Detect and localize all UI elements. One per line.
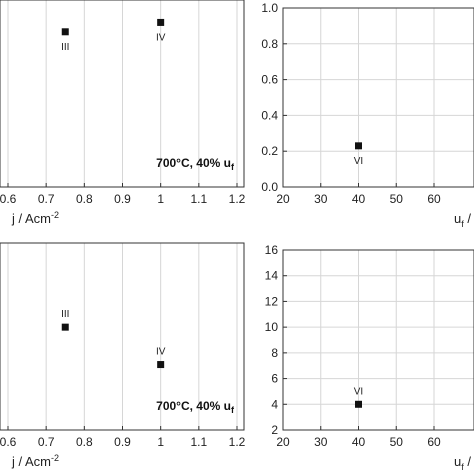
x-tick-label: 20 bbox=[276, 435, 290, 449]
y-tick-label: 1.0 bbox=[261, 1, 278, 15]
y-tick-label: 14 bbox=[265, 269, 279, 283]
data-point-iv bbox=[157, 18, 165, 26]
data-point-iii bbox=[61, 28, 69, 36]
y-tick-label: 2 bbox=[271, 423, 278, 437]
y-tick-label: 0.2 bbox=[261, 144, 278, 158]
panel-top-right: 20 30 40 50 60 0.0 0.2 0.4 0.6 0.8 1.0 uf / VI bbox=[261, 1, 474, 229]
y-tick-label: 0.4 bbox=[261, 108, 278, 122]
data-point-iii bbox=[61, 323, 69, 331]
x-tick-label: 60 bbox=[427, 435, 441, 449]
x-axis-title: uf / bbox=[454, 211, 471, 229]
x-tick-label: 0.8 bbox=[76, 435, 93, 449]
x-tick-label: 1.1 bbox=[190, 435, 207, 449]
x-tick-label: 0.7 bbox=[38, 435, 55, 449]
x-tick-label: 40 bbox=[352, 192, 366, 206]
y-tick-label: 8 bbox=[271, 346, 278, 360]
data-point-iv bbox=[157, 361, 165, 369]
x-tick-label: 40 bbox=[352, 435, 366, 449]
x-tick-label: 0.6 bbox=[0, 192, 17, 206]
y-tick-label: 6 bbox=[271, 372, 278, 386]
y-tick-label: 16 bbox=[265, 243, 279, 257]
point-label: VI bbox=[354, 156, 363, 167]
x-tick-label: 0.6 bbox=[0, 435, 17, 449]
x-tick-label: 1.1 bbox=[190, 192, 207, 206]
x-tick-label: 50 bbox=[390, 192, 404, 206]
y-tick-label: 0.8 bbox=[261, 37, 278, 51]
data-point-vi bbox=[355, 400, 362, 408]
y-tick-label: 4 bbox=[271, 397, 278, 411]
condition-annotation: 700°C, 40% uf bbox=[156, 399, 235, 415]
x-tick-label: 30 bbox=[314, 192, 328, 206]
x-tick-label: 1.2 bbox=[229, 435, 246, 449]
point-label: III bbox=[61, 42, 69, 53]
x-tick-label: 1 bbox=[157, 192, 164, 206]
y-tick-label: 0.6 bbox=[261, 73, 278, 87]
plot-frame bbox=[282, 249, 474, 431]
y-tick-label: 10 bbox=[265, 320, 279, 334]
x-tick-label: 60 bbox=[427, 192, 441, 206]
point-label: VI bbox=[354, 386, 363, 397]
x-tick-label: 30 bbox=[314, 435, 328, 449]
data-point-vi bbox=[355, 142, 362, 150]
x-tick-label: 1.2 bbox=[229, 192, 246, 206]
panel-bottom-right: 20 30 40 50 60 2 4 6 8 10 12 14 16 uf / VI bbox=[265, 243, 474, 472]
x-tick-label: 1 bbox=[157, 435, 164, 449]
y-tick-label: 12 bbox=[265, 294, 279, 308]
x-tick-label: 0.9 bbox=[114, 435, 131, 449]
x-axis-title: j / Acm-2 bbox=[11, 210, 59, 226]
x-axis-title: j / Acm-2 bbox=[11, 453, 59, 469]
point-label: III bbox=[61, 309, 69, 320]
x-tick-label: 0.7 bbox=[38, 192, 55, 206]
panel-top-left: 0.6 0.7 0.8 0.9 1 1.1 1.2 j / Acm-2 700°C, 40% u… bbox=[0, 0, 246, 226]
panel-bottom-left: 0.6 0.7 0.8 0.9 1 1.1 1.2 j / Acm-2 700°C, 40% u… bbox=[0, 242, 246, 469]
point-label: IV bbox=[156, 32, 166, 43]
x-tick-label: 0.9 bbox=[114, 192, 131, 206]
x-tick-label: 50 bbox=[390, 435, 404, 449]
point-label: IV bbox=[156, 347, 166, 358]
condition-annotation: 700°C, 40% uf bbox=[156, 156, 235, 172]
plot-frame bbox=[282, 7, 474, 188]
y-tick-label: 0.0 bbox=[261, 180, 278, 194]
x-tick-label: 0.8 bbox=[76, 192, 93, 206]
x-tick-label: 20 bbox=[276, 192, 290, 206]
x-axis-title: uf / bbox=[454, 454, 471, 472]
